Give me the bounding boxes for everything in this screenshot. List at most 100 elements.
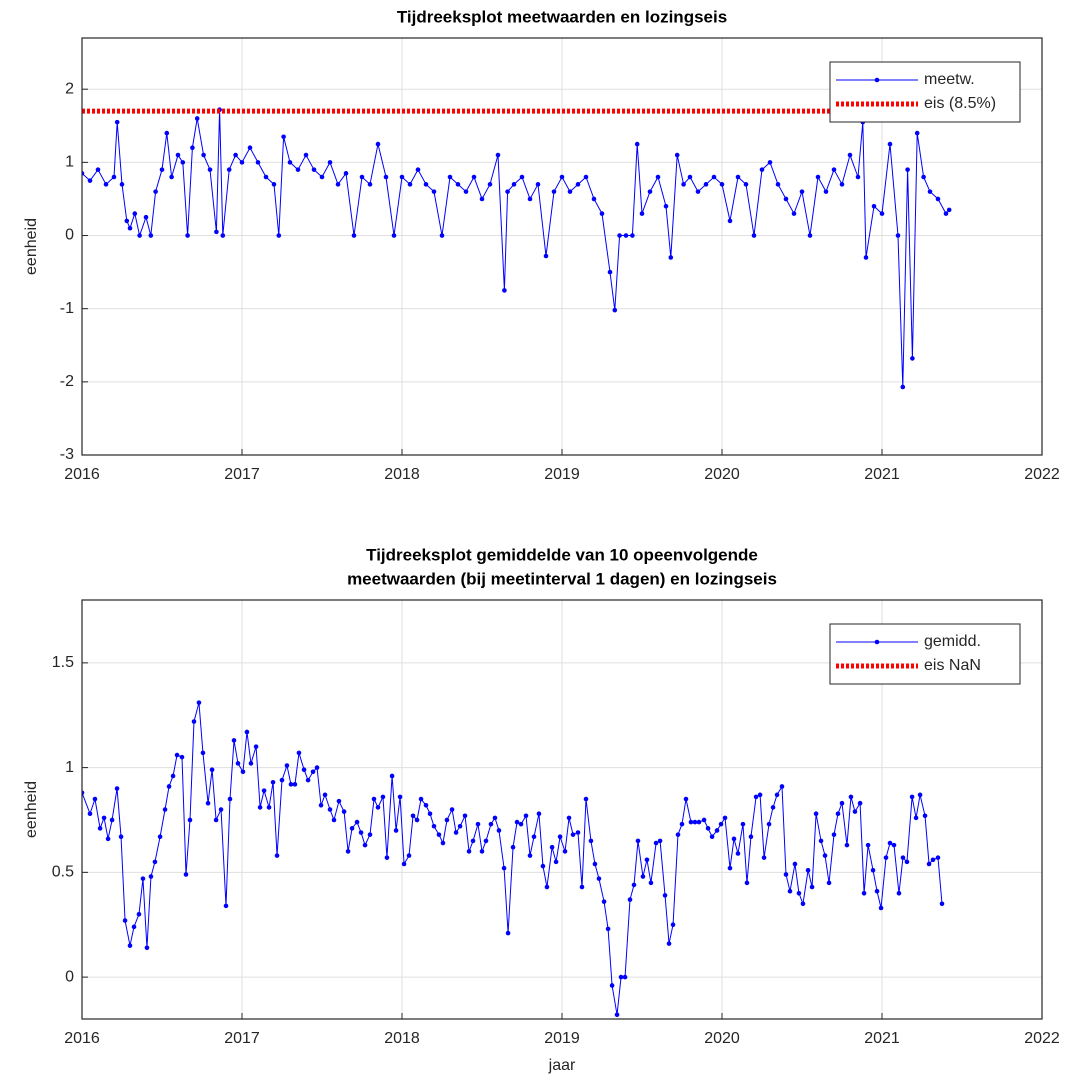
- data-point: [566, 815, 572, 821]
- data-point: [314, 765, 320, 770]
- data-point: [904, 859, 910, 865]
- data-point: [137, 233, 142, 238]
- data-point: [871, 203, 877, 209]
- data-point: [483, 838, 489, 844]
- data-point: [164, 130, 170, 136]
- x-tick-label: 2021: [864, 1030, 900, 1047]
- data-point: [207, 167, 213, 172]
- data-point: [544, 884, 550, 890]
- data-point: [127, 225, 133, 231]
- data-point: [536, 811, 542, 816]
- data-point: [653, 840, 659, 846]
- x-tick-label: 2019: [544, 466, 580, 483]
- data-point: [852, 809, 858, 814]
- data-point: [205, 800, 211, 806]
- data-point: [844, 842, 850, 848]
- data-point: [818, 838, 824, 844]
- data-point: [879, 211, 885, 216]
- data-point: [391, 233, 397, 238]
- data-point: [436, 832, 442, 837]
- data-point: [887, 840, 893, 846]
- y-tick-label: 0: [65, 968, 74, 985]
- data-point: [540, 863, 546, 869]
- data-point: [527, 196, 533, 202]
- data-point: [917, 792, 923, 798]
- data-point: [648, 880, 654, 886]
- y-tick-label: 1.5: [52, 654, 74, 671]
- x-tick-label: 2016: [64, 466, 100, 483]
- data-point: [863, 255, 869, 260]
- data-point: [757, 792, 763, 798]
- data-point: [303, 152, 309, 158]
- data-point: [535, 182, 541, 187]
- data-point: [861, 891, 867, 896]
- data-point: [714, 828, 720, 833]
- data-point: [583, 796, 589, 802]
- data-point: [475, 821, 481, 827]
- axes-box: [81, 599, 1043, 1020]
- data-point: [463, 189, 469, 194]
- data-point: [623, 233, 629, 238]
- data-point: [527, 853, 533, 858]
- data-point: [787, 888, 793, 894]
- data-point: [97, 826, 103, 831]
- data-point: [220, 233, 226, 238]
- data-point: [359, 174, 365, 180]
- plot-series: [82, 107, 952, 390]
- data-point: [427, 811, 433, 816]
- data-point: [244, 729, 250, 735]
- data-point: [127, 943, 133, 948]
- data-point: [605, 926, 611, 932]
- data-point: [322, 792, 328, 798]
- data-point: [759, 167, 765, 172]
- data-point: [453, 830, 459, 835]
- data-point: [345, 849, 351, 854]
- data-point: [655, 174, 661, 180]
- data-point: [214, 229, 219, 235]
- data-point: [327, 807, 333, 812]
- data-point: [635, 838, 641, 844]
- data-point: [847, 152, 853, 158]
- data-point: [166, 784, 172, 789]
- data-point: [501, 865, 507, 871]
- data-point: [696, 819, 702, 825]
- data-point: [301, 767, 307, 772]
- data-point: [495, 152, 501, 158]
- data-point: [612, 307, 618, 313]
- data-point: [767, 160, 773, 165]
- data-point: [105, 836, 111, 842]
- data-point: [946, 207, 952, 213]
- data-point: [753, 794, 759, 800]
- data-point: [722, 815, 728, 821]
- x-tick-label: 2022: [1024, 466, 1060, 483]
- legend-marker: [874, 77, 880, 83]
- data-point: [562, 849, 568, 854]
- data-point: [87, 178, 93, 183]
- data-point: [791, 211, 797, 216]
- chart-title: meetwaarden (bij meetinterval 1 dagen) e…: [347, 569, 777, 588]
- data-point: [631, 882, 637, 888]
- data-point: [92, 796, 98, 802]
- data-point: [921, 174, 926, 180]
- y-tick-label: -3: [60, 446, 74, 463]
- data-point: [675, 832, 681, 837]
- data-point: [159, 167, 165, 172]
- data-point: [218, 807, 224, 812]
- data-point: [914, 130, 920, 136]
- data-point: [296, 750, 302, 756]
- data-point: [783, 196, 789, 202]
- data-point: [479, 196, 485, 202]
- data-point: [935, 196, 941, 202]
- data-point: [809, 884, 815, 890]
- data-point: [857, 800, 863, 806]
- data-point: [114, 786, 120, 791]
- data-point: [596, 876, 602, 881]
- data-point: [505, 189, 510, 194]
- data-point: [103, 182, 109, 187]
- legend-label: eis (8.5%): [924, 95, 996, 112]
- data-point: [657, 838, 663, 844]
- data-point: [744, 880, 750, 886]
- data-point: [883, 855, 889, 860]
- data-point: [153, 189, 158, 194]
- data-point: [131, 924, 137, 930]
